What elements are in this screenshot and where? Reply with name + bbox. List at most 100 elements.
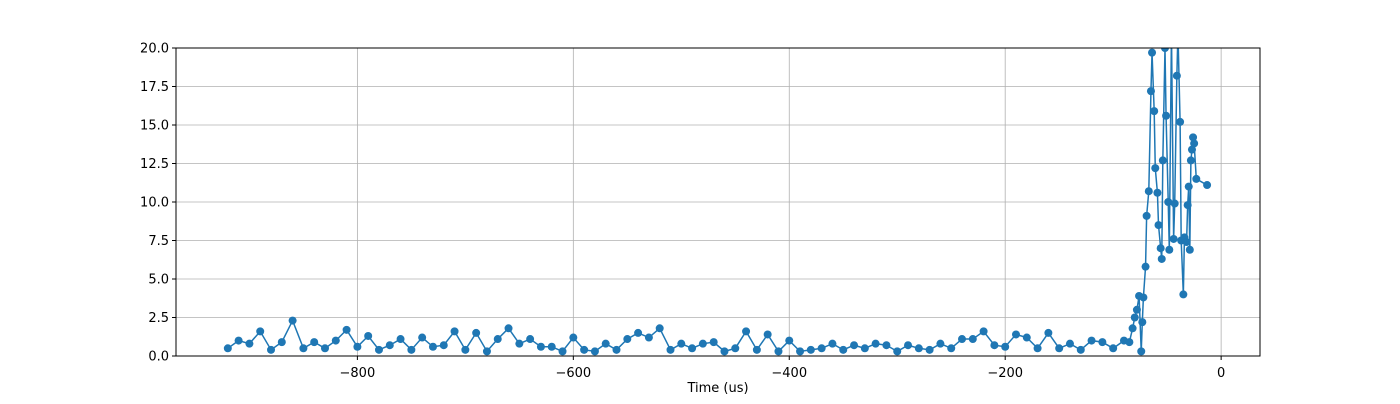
point: [1033, 344, 1042, 353]
ticks: −800 −600 −400 −200 0 0.0 2.5 5.0 7.5 10.0 12.5 15.…: [140, 42, 1225, 382]
point: [407, 345, 416, 354]
point: [364, 331, 373, 340]
point: [925, 345, 934, 354]
point: [1055, 344, 1064, 353]
point: [774, 347, 783, 356]
point: [828, 339, 837, 348]
point: [1187, 145, 1196, 154]
point: [1182, 238, 1191, 247]
point: [1142, 211, 1151, 220]
point: [558, 347, 567, 356]
point: [1044, 328, 1053, 337]
point: [1158, 156, 1167, 165]
point: [569, 333, 578, 342]
point: [1176, 117, 1185, 126]
point: [1185, 245, 1194, 254]
point: [536, 342, 545, 351]
point: [385, 341, 394, 350]
point: [1001, 342, 1010, 351]
point: [472, 328, 481, 337]
point: [0, 29, 4, 37]
point: [796, 347, 805, 356]
point: [1160, 48, 1169, 52]
point: [1192, 174, 1201, 183]
point: [1087, 336, 1096, 345]
point: [1148, 48, 1157, 57]
point: [1022, 333, 1031, 342]
plot-area: [0, 29, 1212, 356]
point: [990, 341, 999, 350]
point: [418, 333, 427, 342]
x-tick-label: −400: [771, 366, 807, 381]
x-tick-label: −600: [555, 366, 591, 381]
x-tick-label: −800: [340, 366, 376, 381]
point: [1065, 339, 1074, 348]
point: [1076, 345, 1085, 354]
x-tick-label: 0: [1217, 366, 1225, 381]
point: [731, 344, 740, 353]
point: [1138, 318, 1147, 327]
point: [806, 345, 815, 354]
point: [1183, 201, 1192, 210]
point: [677, 339, 686, 348]
point: [256, 327, 265, 336]
point: [698, 339, 707, 348]
y-tick-label: 20.0: [140, 42, 169, 57]
point: [634, 328, 643, 337]
point: [1098, 338, 1107, 347]
point: [1146, 87, 1155, 96]
point: [839, 345, 848, 354]
point: [299, 344, 308, 353]
point: [601, 339, 610, 348]
point: [1169, 234, 1178, 243]
point: [1153, 188, 1162, 197]
point: [720, 347, 729, 356]
point: [936, 339, 945, 348]
point: [1165, 245, 1174, 254]
point: [1150, 107, 1159, 116]
point: [752, 345, 761, 354]
point: [1141, 262, 1150, 271]
point: [1109, 344, 1118, 353]
point: [1186, 156, 1195, 165]
point: [763, 330, 772, 339]
point: [612, 345, 621, 354]
y-tick-label: 15.0: [140, 119, 169, 134]
point: [1139, 293, 1148, 302]
point: [850, 341, 859, 350]
point: [526, 335, 535, 344]
y-tick-label: 12.5: [140, 157, 169, 172]
point: [267, 345, 276, 354]
point: [461, 345, 470, 354]
point: [979, 327, 988, 336]
point: [277, 338, 286, 347]
point: [1162, 111, 1171, 120]
point: [353, 342, 362, 351]
point: [644, 333, 653, 342]
point: [709, 338, 718, 347]
point: [1167, 29, 1175, 37]
point: [331, 336, 340, 345]
point: [785, 336, 794, 345]
point: [1157, 254, 1166, 263]
y-tick-label: 7.5: [148, 234, 169, 249]
point: [1189, 133, 1198, 142]
point: [310, 338, 319, 347]
point: [914, 344, 923, 353]
point: [655, 324, 664, 333]
point: [1137, 347, 1146, 356]
x-tick-label: −200: [987, 366, 1023, 381]
point: [968, 335, 977, 344]
point: [1144, 187, 1153, 196]
point: [1154, 221, 1163, 230]
point: [688, 344, 697, 353]
point: [245, 339, 254, 348]
point: [1130, 313, 1139, 322]
point: [1164, 198, 1173, 206]
point: [493, 335, 502, 344]
point: [547, 342, 556, 351]
point: [374, 345, 383, 354]
y-tick-label: 2.5: [148, 311, 169, 326]
point: [742, 327, 751, 336]
